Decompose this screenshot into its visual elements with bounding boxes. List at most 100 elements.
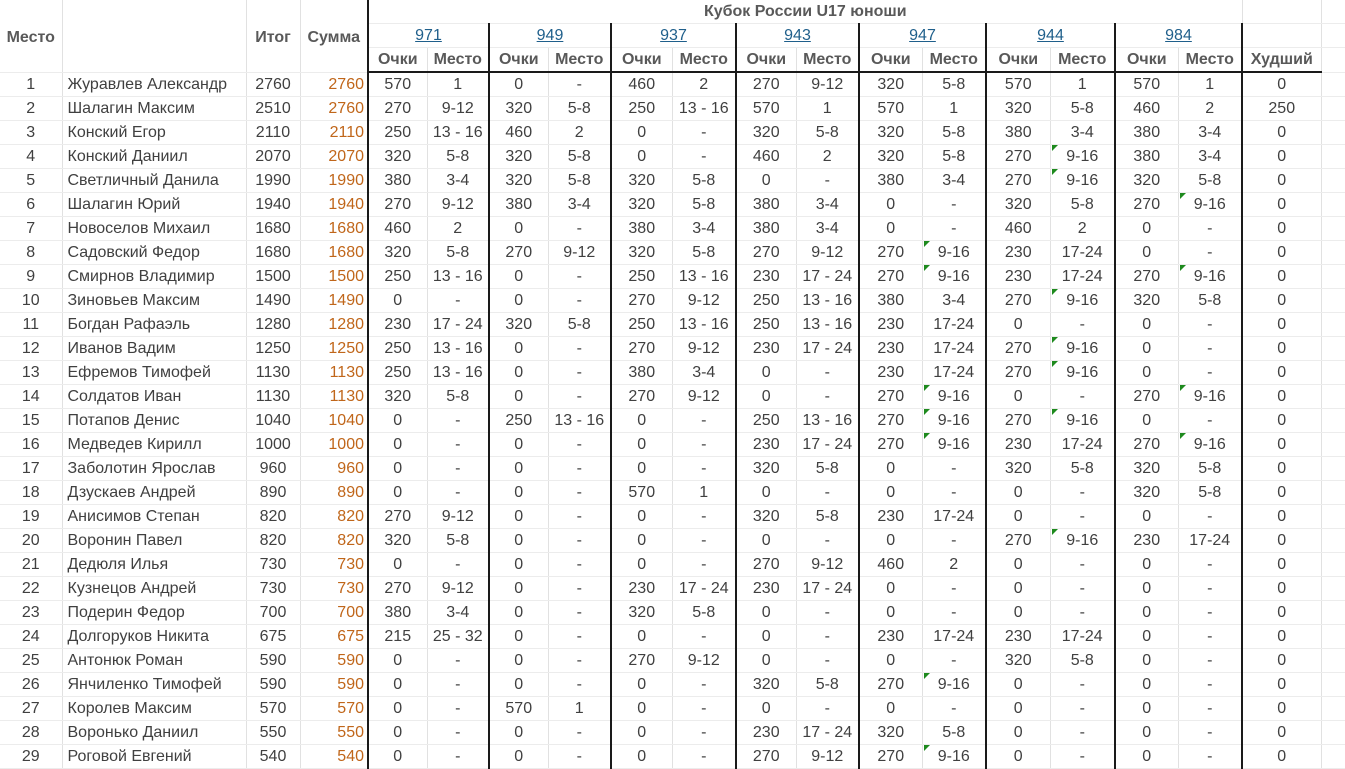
row-points: 250 bbox=[488, 408, 549, 433]
row-result-place: 17-24 bbox=[922, 504, 987, 529]
row-worst: 0 bbox=[1241, 528, 1322, 553]
row-points: 320 bbox=[610, 168, 673, 193]
row-worst: 0 bbox=[1241, 144, 1322, 169]
row-points: 0 bbox=[1114, 408, 1179, 433]
row-total: 1130 bbox=[246, 360, 301, 385]
tournament-link[interactable]: 937 bbox=[660, 27, 687, 44]
row-result-place: 17-24 bbox=[1178, 528, 1243, 553]
edge-spacer bbox=[1321, 144, 1345, 169]
row-name: Новоселов Михаил bbox=[62, 216, 247, 241]
row-result-place: - bbox=[796, 648, 860, 673]
row-points: 0 bbox=[985, 576, 1051, 601]
row-result-place: 17-24 bbox=[922, 336, 987, 361]
row-result-place: - bbox=[427, 720, 490, 745]
row-result-place: 13 - 16 bbox=[427, 264, 490, 289]
row-points: 0 bbox=[985, 744, 1051, 769]
row-points: 0 bbox=[488, 600, 549, 625]
row-name: Светличный Данила bbox=[62, 168, 247, 193]
tournament-link[interactable]: 949 bbox=[536, 27, 564, 44]
row-points: 270 bbox=[735, 72, 797, 97]
row-result-place: 9-12 bbox=[796, 240, 860, 265]
row-sum: 890 bbox=[300, 480, 369, 505]
row-result-place: 5-8 bbox=[922, 144, 987, 169]
points-header: Очки bbox=[488, 47, 549, 73]
row-sum: 1130 bbox=[300, 360, 369, 385]
row-points: 380 bbox=[367, 600, 428, 625]
row-result-place: 9-16 bbox=[1178, 384, 1243, 409]
table-row: 16 Медведев Кирилл 1000 1000 0-0-0-230 17 - 2… bbox=[0, 432, 1345, 457]
points-header: Очки bbox=[367, 47, 428, 73]
row-points: 320 bbox=[1114, 456, 1179, 481]
row-name: Зиновьев Максим bbox=[62, 288, 247, 313]
row-result-place: - bbox=[548, 576, 612, 601]
row-name: Медведев Кирилл bbox=[62, 432, 247, 457]
tournament-link[interactable]: 943 bbox=[784, 27, 811, 44]
edge-spacer bbox=[1321, 23, 1345, 48]
tournament-link[interactable]: 971 bbox=[415, 27, 442, 44]
row-sum: 590 bbox=[300, 672, 369, 697]
row-points: 0 bbox=[1114, 648, 1179, 673]
row-sum: 540 bbox=[300, 744, 369, 769]
row-result-place: - bbox=[1178, 744, 1243, 769]
row-result-place: 3-4 bbox=[922, 168, 987, 193]
edge-spacer bbox=[1321, 480, 1345, 505]
row-place: 29 bbox=[0, 744, 63, 769]
row-result-place: - bbox=[672, 144, 737, 169]
row-points: 0 bbox=[985, 696, 1051, 721]
row-points: 0 bbox=[610, 504, 673, 529]
row-points: 0 bbox=[488, 528, 549, 553]
row-points: 0 bbox=[610, 432, 673, 457]
row-points: 320 bbox=[610, 192, 673, 217]
tournament-link[interactable]: 944 bbox=[1037, 27, 1064, 44]
row-result-place: - bbox=[1050, 744, 1116, 769]
tournament-link[interactable]: 984 bbox=[1165, 27, 1192, 44]
row-points: 270 bbox=[1114, 384, 1179, 409]
row-place: 23 bbox=[0, 600, 63, 625]
row-result-place: 5-8 bbox=[672, 240, 737, 265]
row-result-place: 9-16 bbox=[1050, 360, 1116, 385]
row-points: 320 bbox=[367, 240, 428, 265]
row-points: 230 bbox=[610, 576, 673, 601]
row-points: 320 bbox=[735, 456, 797, 481]
edge-spacer bbox=[1321, 384, 1345, 409]
row-points: 270 bbox=[610, 384, 673, 409]
row-result-place: - bbox=[1178, 720, 1243, 745]
row-sum: 1680 bbox=[300, 240, 369, 265]
row-worst: 0 bbox=[1241, 696, 1322, 721]
tournament-header: 943 bbox=[735, 23, 860, 48]
row-result-place: - bbox=[427, 696, 490, 721]
row-result-place: - bbox=[672, 408, 737, 433]
place-header: Место bbox=[922, 47, 987, 73]
row-total: 550 bbox=[246, 720, 301, 745]
table-row: 4 Конский Даниил 2070 2070 320 5-8 320 5-8 0-460… bbox=[0, 144, 1345, 169]
row-points: 0 bbox=[367, 480, 428, 505]
tournament-header: 949 bbox=[488, 23, 612, 48]
row-name: Смирнов Владимир bbox=[62, 264, 247, 289]
row-points: 270 bbox=[858, 240, 923, 265]
row-sum: 590 bbox=[300, 648, 369, 673]
row-points: 0 bbox=[1114, 720, 1179, 745]
row-result-place: 2 bbox=[1050, 216, 1116, 241]
row-points: 270 bbox=[488, 240, 549, 265]
row-points: 320 bbox=[367, 144, 428, 169]
tournament-link[interactable]: 947 bbox=[909, 27, 936, 44]
row-result-place: 3-4 bbox=[796, 216, 860, 241]
edge-spacer bbox=[1321, 192, 1345, 217]
edge-spacer bbox=[1321, 72, 1345, 97]
row-result-place: - bbox=[922, 192, 987, 217]
row-result-place: - bbox=[922, 528, 987, 553]
row-total: 1940 bbox=[246, 192, 301, 217]
row-result-place: 5-8 bbox=[427, 144, 490, 169]
edge-spacer bbox=[1321, 696, 1345, 721]
table-row: 23 Подерин Федор 700 700 380 3-4 0-320 5-8 0-0-0… bbox=[0, 600, 1345, 625]
row-name: Королев Максим bbox=[62, 696, 247, 721]
row-points: 0 bbox=[610, 624, 673, 649]
row-points: 0 bbox=[610, 744, 673, 769]
row-result-place: 17-24 bbox=[922, 360, 987, 385]
row-sum: 550 bbox=[300, 720, 369, 745]
row-result-place: - bbox=[922, 648, 987, 673]
row-total: 1000 bbox=[246, 432, 301, 457]
row-sum: 1040 bbox=[300, 408, 369, 433]
row-name: Анисимов Степан bbox=[62, 504, 247, 529]
